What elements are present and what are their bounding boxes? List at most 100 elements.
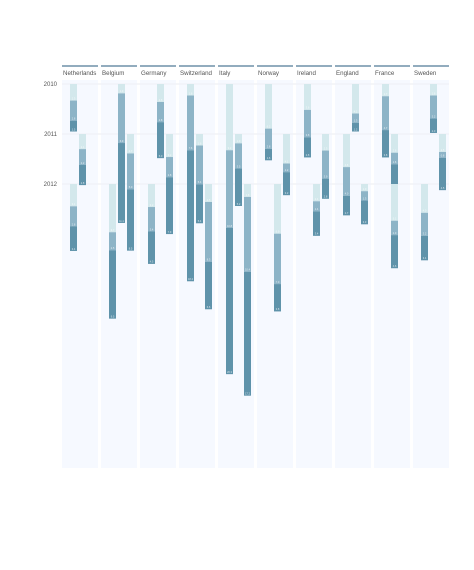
bar-segment-dark — [118, 143, 125, 223]
bar-segment-mid — [148, 207, 155, 232]
bar-value-label: 3.4 — [315, 232, 319, 236]
bar-segment-dark — [109, 250, 116, 319]
bar-segment-mid — [382, 96, 389, 131]
bar-segment-light — [226, 84, 233, 151]
bar-segment-dark — [313, 211, 320, 236]
bar-segment-dark — [205, 261, 212, 310]
bar-value-label: 10.8 — [227, 224, 233, 228]
bar-value-label: 2.3 — [72, 96, 76, 100]
bar-segment-light — [166, 134, 173, 158]
country-label: Sweden — [414, 70, 437, 77]
bar-value-label: 6.9 — [276, 229, 280, 233]
bar-segment-light — [421, 184, 428, 213]
bar-segment-dark — [166, 177, 173, 235]
bar-value-label: 2.5 — [207, 198, 211, 202]
bar-value-label: 2.4 — [315, 197, 319, 201]
bar-segment-dark — [196, 184, 203, 224]
bar-segment-light — [361, 184, 368, 192]
bar-segment-light — [274, 184, 281, 234]
bar-segment-light — [439, 134, 446, 152]
bar-segment-mid — [70, 100, 77, 121]
bar-value-label: 4.6 — [393, 264, 397, 268]
bar-segment-mid — [127, 153, 134, 190]
bar-value-label: 3.3 — [363, 220, 367, 224]
bar-value-label: 3.8 — [306, 133, 310, 137]
bar-segment-mid — [274, 233, 281, 285]
country-label: Ireland — [297, 70, 316, 77]
bar-value-label: 2.8 — [72, 222, 76, 226]
bar-segment-dark — [274, 284, 281, 312]
bar-value-label: 3.2 — [168, 153, 172, 157]
bar-segment-mid — [313, 201, 320, 212]
bar-segment-mid — [304, 109, 311, 138]
bar-value-label: 6.2 — [267, 124, 271, 128]
bar-value-label: 8.3 — [207, 258, 211, 262]
bar-value-label: 7.0 — [276, 280, 280, 284]
country-label: Netherlands — [63, 70, 96, 77]
bar-segment-dark — [244, 271, 251, 396]
bar-value-label: 2.8 — [324, 195, 328, 199]
bar-segment-light — [205, 184, 212, 202]
bar-value-label: 4.5 — [441, 186, 445, 190]
bar-segment-mid — [166, 157, 173, 178]
bar-value-label: 3.2 — [150, 203, 154, 207]
year-label: 2012 — [44, 182, 58, 188]
country-label: Switzerland — [180, 70, 213, 77]
bar-value-label: 3.9 — [324, 174, 328, 178]
country-label: France — [375, 70, 395, 77]
bar-value-label: 2.5 — [441, 148, 445, 152]
bar-segment-light — [235, 134, 242, 144]
bar-value-label: 1.5 — [72, 127, 76, 131]
bar-segment-mid — [244, 196, 251, 272]
bar-value-label: 1.3 — [120, 89, 124, 93]
bar-segment-light — [391, 184, 398, 221]
bar-value-label: 18.2 — [188, 277, 194, 281]
bar-segment-light — [322, 134, 329, 151]
bar-segment-dark — [382, 130, 389, 158]
bar-value-label: 2.3 — [324, 146, 328, 150]
bar-segment-mid — [421, 212, 428, 236]
bar-value-label: 5.0 — [129, 185, 133, 189]
bar-segment-light — [70, 84, 77, 101]
bar-segment-mid — [391, 152, 398, 165]
bar-value-label: 1.2 — [285, 168, 289, 172]
bar-segment-light — [304, 84, 311, 110]
bar-segment-mid — [265, 128, 272, 149]
bar-segment-dark — [226, 228, 233, 375]
bar-segment-light — [313, 184, 320, 202]
year-label: 2011 — [44, 132, 58, 138]
bar-value-label: 4.0 — [345, 192, 349, 196]
bar-value-label: 7.9 — [168, 230, 172, 234]
bar-segment-light — [430, 84, 437, 96]
bar-value-label: 4.1 — [285, 159, 289, 163]
bar-segment-light — [127, 134, 134, 154]
bar-value-label: 5.1 — [393, 217, 397, 221]
bar-value-label: 10.4 — [245, 268, 251, 272]
bar-value-label: 1.3 — [237, 139, 241, 143]
bar-value-label: 2.0 — [393, 231, 397, 235]
bar-value-label: 4.5 — [150, 260, 154, 264]
bar-value-label: 3.5 — [237, 164, 241, 168]
bar-value-label: 2.8 — [72, 117, 76, 121]
bar-segment-mid — [157, 102, 164, 123]
bar-segment-dark — [148, 231, 155, 264]
bar-segment-mid — [205, 202, 212, 262]
bar-value-label: 3.2 — [423, 232, 427, 236]
bar-value-label: 4.0 — [423, 209, 427, 213]
bar-value-label: 9.2 — [228, 146, 232, 150]
country-label: Belgium — [102, 70, 124, 77]
bar-segment-dark — [421, 235, 428, 261]
bar-value-label: 1.2 — [354, 127, 358, 131]
bar-segment-dark — [79, 164, 86, 186]
bar-segment-light — [283, 134, 290, 164]
bar-value-label: 6.7 — [111, 228, 115, 232]
bar-segment-mid — [118, 93, 125, 144]
bar-value-label: 4.1 — [354, 109, 358, 113]
bar-segment-mid — [235, 143, 242, 169]
bar-segment-mid — [352, 113, 359, 123]
bar-segment-mid — [196, 145, 203, 185]
bar-segment-light — [118, 84, 125, 94]
bar-value-label: 1.0 — [363, 187, 367, 191]
bar-value-label: 20.3 — [227, 370, 233, 374]
